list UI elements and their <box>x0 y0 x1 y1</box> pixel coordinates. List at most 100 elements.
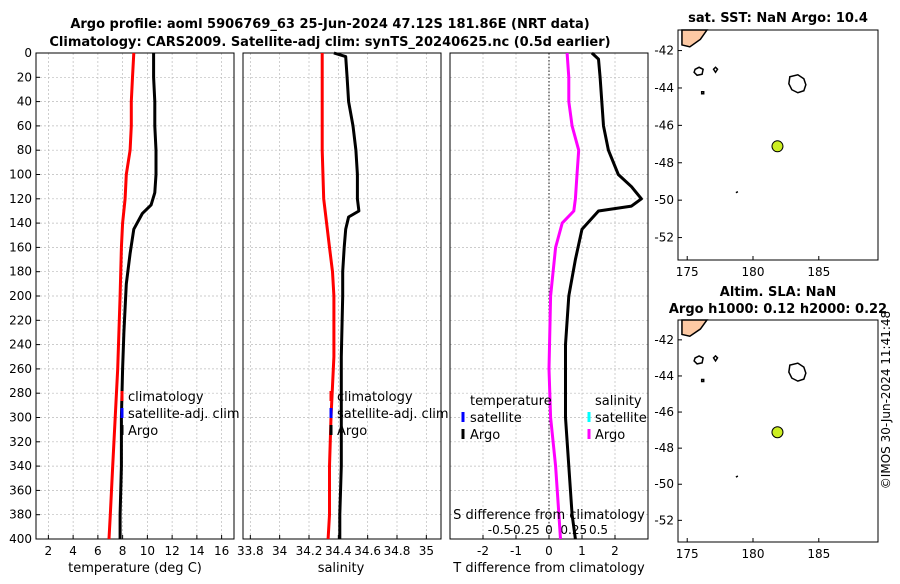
temperature-xtick-label: 12 <box>164 544 179 558</box>
salinity-xtick-label: 34.4 <box>325 544 352 558</box>
salinity-xtick-label: 34.8 <box>384 544 411 558</box>
temperature-ytick-label: 60 <box>17 119 32 133</box>
sst-ytick-label: -44 <box>654 81 674 95</box>
salinity-xlabel: salinity <box>318 561 365 576</box>
sla-ytick-label: -48 <box>654 441 674 455</box>
temperature-ytick-label: 120 <box>9 192 32 206</box>
sla-ytick-label: -42 <box>654 333 674 347</box>
temperature-ytick-label: 360 <box>9 483 32 497</box>
sla-map-frame <box>677 319 879 543</box>
temperature-xtick-label: 14 <box>189 544 204 558</box>
sla-ytick-label: -52 <box>654 513 674 527</box>
temperature-legend-label: climatology <box>128 390 204 405</box>
figure-title-line2: Climatology: CARS2009. Satellite-adj cli… <box>49 35 610 50</box>
sst-map-title: sat. SST: NaN Argo: 10.4 <box>688 11 868 26</box>
difference-xtick-label: -2 <box>477 544 489 558</box>
difference-xtick-label: 2 <box>611 544 619 558</box>
difference-xtick-label: -1 <box>510 544 522 558</box>
sst-xtick-label: 180 <box>742 265 765 279</box>
difference-legend-right-label: satellite <box>595 411 647 426</box>
temperature-ytick-label: 20 <box>17 70 32 84</box>
sla-island-outline <box>693 355 704 365</box>
temperature-ytick-label: 100 <box>9 168 32 182</box>
salinity-panel: 33.8 34 34.2 34.4 34.6 34.8 35 climatology satel… <box>237 51 449 558</box>
sla-xtick-label: 180 <box>742 547 765 561</box>
sst-ytick-label: -52 <box>654 231 674 245</box>
salinity-series-climatology <box>320 53 336 540</box>
temperature-xtick-label: 10 <box>140 544 155 558</box>
difference-legend-left-label: temperature <box>470 394 552 409</box>
sst-ytick-label: -48 <box>654 156 674 170</box>
salinity-xtick-label: 34.2 <box>296 544 323 558</box>
sst-xtick-label: 185 <box>807 265 830 279</box>
temperature-xlabel: temperature (deg C) <box>68 561 202 576</box>
temperature-ytick-label: 260 <box>9 362 32 376</box>
temperature-ytick-label: 320 <box>9 435 32 449</box>
temperature-ytick-label: 140 <box>9 216 32 230</box>
sla-map-title-line2: Argo h1000: 0.12 h2000: 0.22 <box>669 302 887 317</box>
temperature-legend-label: satellite-adj. clim <box>128 407 240 422</box>
sst-island-outline <box>693 66 704 77</box>
difference-top-tick-label: 0 <box>545 523 553 537</box>
temperature-ytick-label: 200 <box>9 289 32 303</box>
temperature-ytick-label: 380 <box>9 508 32 522</box>
sst-map-frame <box>677 29 879 261</box>
salinity-legend-label: climatology <box>337 390 413 405</box>
temperature-ytick-label: 40 <box>17 95 32 109</box>
temperature-xtick-label: 8 <box>119 544 127 558</box>
sla-island-outline <box>735 475 739 478</box>
temperature-panel: 2 4 6 8 10 12 14 160204060801001201401601802002… <box>9 46 240 558</box>
difference-legend-right-label: Argo <box>595 428 625 443</box>
difference-top-xlabel: S difference from climatology <box>453 508 645 523</box>
sst-ytick-label: -42 <box>654 44 674 58</box>
sst-land-patch <box>681 29 709 48</box>
temperature-ytick-label: 280 <box>9 386 32 400</box>
difference-xlabel: T difference from climatology <box>452 561 645 576</box>
sla-map-panel: 175 180 185 -42 -44 -46 -48 -50 -52 <box>654 319 879 561</box>
temperature-ytick-label: 0 <box>24 46 32 60</box>
difference-series-temperature-argo- <box>564 51 643 540</box>
difference-legend-left-label: Argo <box>470 428 500 443</box>
sst-ytick-label: -50 <box>654 193 674 207</box>
temperature-xtick-label: 2 <box>45 544 53 558</box>
sla-ytick-label: -46 <box>654 405 674 419</box>
sla-xtick-label: 175 <box>676 547 699 561</box>
temperature-xtick-label: 4 <box>69 544 77 558</box>
temperature-xtick-label: 16 <box>214 544 229 558</box>
sst-island-outline <box>735 191 739 194</box>
figure-title-line1: Argo profile: aoml 5906769_63 25-Jun-202… <box>70 17 589 32</box>
sla-map-title-line1: Altim. SLA: NaN <box>720 285 836 300</box>
temperature-ytick-label: 300 <box>9 411 32 425</box>
sst-ytick-label: -46 <box>654 118 674 132</box>
difference-series-salinity-argo- <box>547 52 581 540</box>
difference-top-tick-label: 0.5 <box>589 523 608 537</box>
temperature-ytick-label: 340 <box>9 459 32 473</box>
temperature-ytick-label: 180 <box>9 265 32 279</box>
sst-island-outline <box>788 73 807 94</box>
sla-ytick-label: -44 <box>654 369 674 383</box>
sst-island-outline <box>712 66 719 74</box>
sla-land-patch <box>681 319 709 338</box>
difference-top-tick-label: -0.5 <box>488 523 511 537</box>
temperature-legend-label: Argo <box>128 424 158 439</box>
temperature-ytick-label: 400 <box>9 532 32 546</box>
difference-legend-left-label: satellite <box>470 411 522 426</box>
salinity-legend-label: Argo <box>337 424 367 439</box>
sla-island-outline <box>788 362 807 382</box>
salinity-xtick-label: 35 <box>419 544 434 558</box>
temperature-ytick-label: 80 <box>17 143 32 157</box>
sst-island-outline <box>700 90 705 95</box>
difference-legend-right-label: salinity <box>595 394 642 409</box>
difference-top-tick-label: -0.25 <box>509 523 540 537</box>
sst-float-marker <box>771 140 784 153</box>
difference-xtick-label: 1 <box>578 544 586 558</box>
temperature-series-climatology <box>107 52 136 540</box>
salinity-legend-label: satellite-adj. clim <box>337 407 449 422</box>
temperature-xtick-label: 6 <box>94 544 102 558</box>
salinity-xtick-label: 33.8 <box>237 544 264 558</box>
sla-xtick-label: 185 <box>807 547 830 561</box>
difference-panel: -2 -1 0 1 2-0.5-0.25 0 0.25 0.5temperaturesatel… <box>449 51 649 558</box>
salinity-xtick-label: 34.6 <box>354 544 381 558</box>
sst-xtick-label: 175 <box>676 265 699 279</box>
